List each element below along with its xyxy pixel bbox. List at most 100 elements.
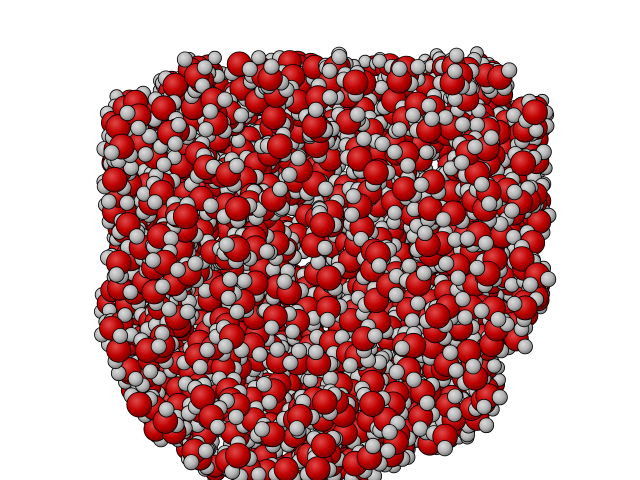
oxygen-atom — [425, 303, 451, 329]
oxygen-atom — [273, 456, 299, 480]
hydrogen-atom — [250, 466, 267, 480]
hydrogen-atom — [150, 338, 167, 355]
hydrogen-atom — [154, 278, 171, 295]
hydrogen-atom — [199, 341, 216, 359]
oxygen-atom — [101, 166, 128, 193]
hydrogen-atom — [388, 363, 405, 381]
hydrogen-atom — [446, 406, 463, 423]
hydrogen-atom — [539, 271, 557, 288]
hydrogen-atom — [345, 188, 362, 205]
hydrogen-atom — [155, 156, 172, 173]
hydrogen-atom — [391, 121, 408, 138]
hydrogen-atom — [355, 130, 372, 147]
hydrogen-atom — [491, 389, 508, 406]
hydrogen-atom — [459, 230, 476, 247]
oxygen-atom — [316, 265, 342, 291]
hydrogen-atom — [501, 62, 518, 79]
hydrogen-atom — [117, 307, 133, 323]
hydrogen-atom — [522, 276, 539, 293]
hydrogen-atom — [401, 257, 418, 274]
hydrogen-atom — [405, 107, 422, 124]
hydrogen-atom — [241, 61, 258, 78]
hydrogen-atom — [478, 417, 495, 434]
hydrogen-atom — [233, 107, 250, 124]
hydrogen-atom — [486, 358, 502, 374]
hydrogen-atom — [183, 454, 200, 471]
hydrogen-atom — [418, 144, 435, 161]
hydrogen-atom — [251, 346, 268, 363]
oxygen-atom — [309, 212, 336, 238]
hydrogen-atom — [119, 104, 136, 122]
hydrogen-atom — [269, 341, 286, 358]
hydrogen-atom — [284, 323, 301, 340]
hydrogen-atom — [307, 343, 325, 361]
hydrogen-atom — [454, 291, 471, 308]
hydrogen-atom — [253, 421, 271, 438]
hydrogen-atom — [349, 106, 366, 123]
hydrogen-atom — [202, 103, 219, 120]
hydrogen-atom — [263, 58, 280, 75]
hydrogen-atom — [423, 110, 440, 127]
hydrogen-atom — [454, 116, 471, 133]
hydrogen-atom — [446, 63, 463, 80]
hydrogen-atom — [371, 257, 388, 274]
hydrogen-atom — [387, 204, 403, 221]
hydrogen-atom — [457, 309, 474, 326]
hydrogen-atom — [468, 117, 485, 134]
hydrogen-atom — [220, 289, 237, 307]
hydrogen-atom — [197, 121, 214, 138]
oxygen-atom — [391, 176, 418, 202]
hydrogen-atom — [437, 109, 454, 126]
hydrogen-atom — [128, 228, 145, 245]
hydrogen-atom — [196, 59, 213, 76]
hydrogen-atom — [473, 176, 490, 193]
oxygen-atom — [310, 432, 337, 459]
hydrogen-atom — [108, 266, 125, 283]
hydrogen-atom — [416, 224, 434, 242]
hydrogen-atom — [419, 394, 436, 411]
hydrogen-atom — [367, 327, 384, 344]
hydrogen-atom — [179, 303, 196, 320]
hydrogen-atom — [207, 50, 222, 66]
hydrogen-atom — [449, 269, 467, 286]
hydrogen-atom — [222, 271, 239, 288]
hydrogen-atom — [282, 354, 299, 371]
hydrogen-atom — [465, 358, 482, 375]
hydrogen-atom — [343, 206, 360, 223]
hydrogen-atom — [229, 303, 246, 320]
hydrogen-atom — [477, 235, 494, 252]
hydrogen-atom — [192, 359, 209, 376]
hydrogen-atom — [410, 295, 426, 312]
hydrogen-atom — [394, 340, 411, 357]
hydrogen-atom — [331, 49, 348, 66]
hydrogen-atom — [158, 401, 175, 418]
hydrogen-atom — [276, 273, 293, 290]
hydrogen-atom — [137, 146, 154, 163]
hydrogen-atom — [412, 420, 429, 437]
hydrogen-atom — [127, 371, 144, 387]
hydrogen-atom — [161, 301, 178, 318]
oxygen-atom — [305, 456, 331, 480]
oxygen-atom — [363, 159, 389, 186]
hydrogen-atom — [503, 202, 520, 219]
hydrogen-atom — [438, 255, 455, 272]
hydrogen-atom — [420, 97, 437, 114]
hydrogen-atom — [197, 442, 214, 459]
hydrogen-atom — [448, 47, 465, 64]
hydrogen-atom — [413, 176, 430, 193]
hydrogen-atom — [142, 363, 159, 380]
hydrogen-atom — [316, 239, 334, 257]
hydrogen-atom — [517, 338, 533, 355]
hydrogen-atom — [319, 311, 336, 328]
hydrogen-atom — [435, 211, 452, 228]
hydrogen-atom — [216, 91, 233, 108]
oxygen-atom — [162, 72, 188, 99]
hydrogen-atom — [481, 195, 498, 212]
hydrogen-atom — [263, 319, 280, 336]
hydrogen-atom — [101, 193, 117, 210]
hydrogen-atom — [447, 388, 463, 405]
hydrogen-atom — [436, 440, 453, 457]
hydrogen-atom — [130, 119, 147, 137]
hydrogen-atom — [236, 272, 253, 289]
